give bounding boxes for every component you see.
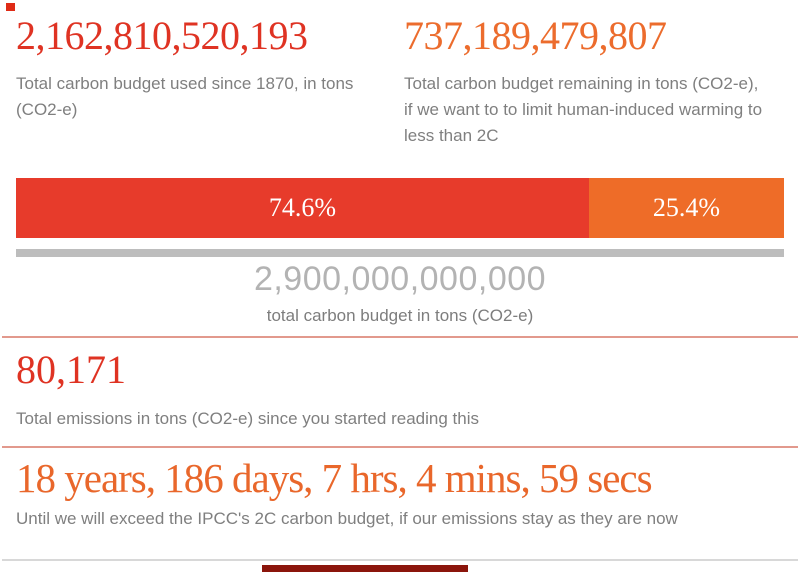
session-emissions-value: 80,171 — [16, 347, 126, 392]
budget-remaining-caption: Total carbon budget remaining in tons (C… — [404, 74, 763, 145]
budget-remaining-value: 737,189,479,807 — [404, 13, 667, 58]
session-emissions-caption: Total emissions in tons (CO2-e) since yo… — [16, 409, 479, 428]
budget-counters-row: 2,162,810,520,193 Total carbon budget us… — [16, 14, 784, 149]
divider-bottom — [2, 446, 798, 448]
footer-divider — [2, 559, 798, 561]
bar-used-percent-label: 74.6% — [268, 193, 337, 222]
bar-remaining-percent-label: 25.4% — [652, 193, 721, 222]
total-budget-track — [16, 249, 784, 257]
budget-remaining-section: 737,189,479,807 Total carbon budget rema… — [404, 14, 784, 149]
budget-used-section: 2,162,810,520,193 Total carbon budget us… — [16, 14, 392, 149]
bar-used-segment: 74.6% — [16, 178, 589, 238]
countdown-caption: Until we will exceed the IPCC's 2C carbo… — [16, 509, 678, 528]
budget-used-caption: Total carbon budget used since 1870, in … — [16, 74, 354, 119]
red-corner-mark — [6, 3, 15, 11]
bar-remaining-segment: 25.4% — [588, 178, 784, 238]
countdown-value: 18 years, 186 days, 7 hrs, 4 mins, 59 se… — [16, 455, 653, 501]
total-budget-value: 2,900,000,000,000 — [253, 260, 547, 298]
footer-dark-red-bar — [262, 565, 468, 572]
budget-used-value: 2,162,810,520,193 — [16, 13, 308, 58]
total-budget-caption: total carbon budget in tons (CO2-e) — [266, 306, 534, 325]
budget-stacked-bar: 74.6% 25.4% — [16, 178, 784, 238]
divider-top — [2, 336, 798, 338]
